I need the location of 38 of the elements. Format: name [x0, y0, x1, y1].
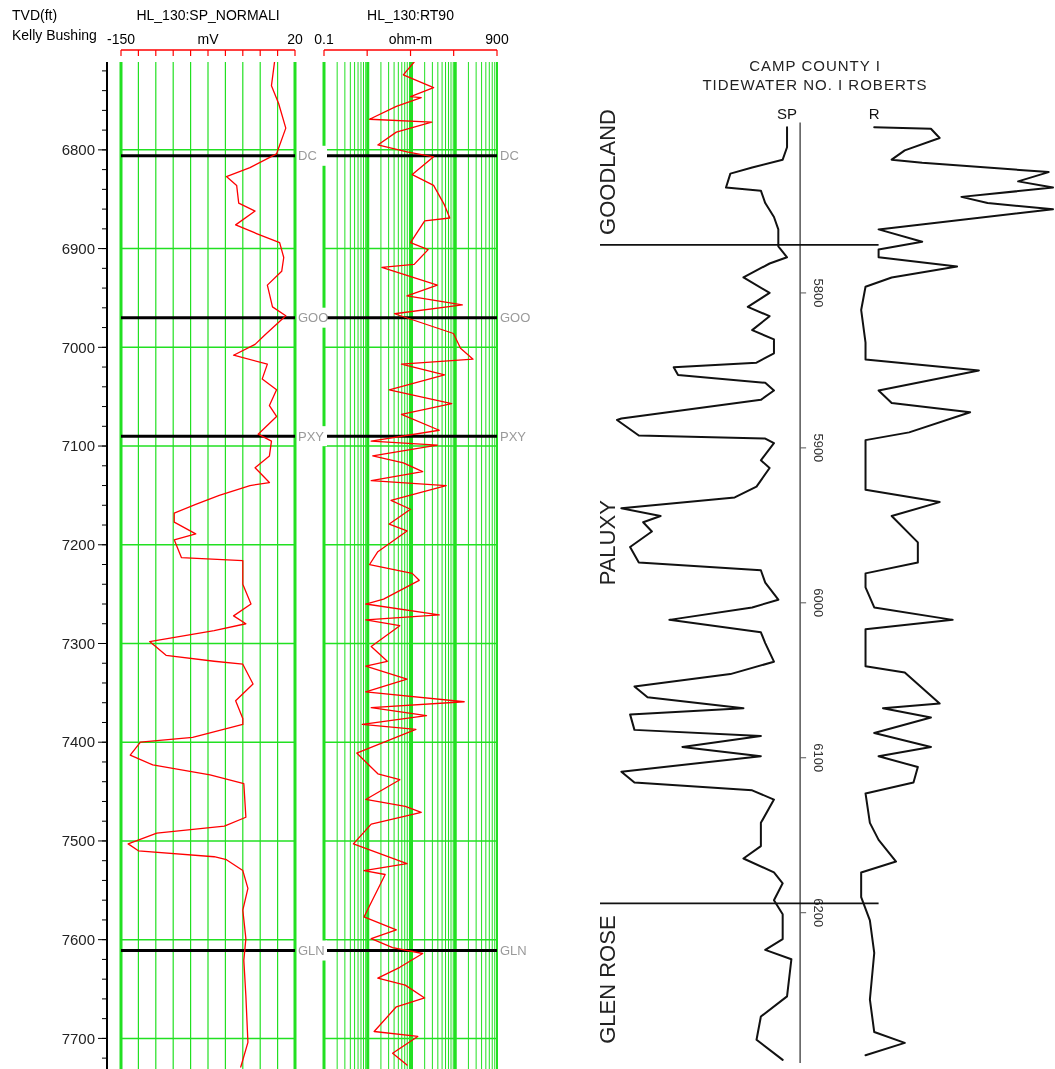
- y-tick-label: 7600: [61, 930, 95, 948]
- y-tick-label: 5800: [811, 278, 827, 308]
- series-label: SP: [777, 105, 798, 123]
- y-tick-label: 6000: [811, 588, 827, 618]
- y-tick-label: 7200: [61, 536, 95, 554]
- y-tick-label: 7100: [61, 437, 95, 455]
- ref-line-label: GLN: [298, 943, 325, 959]
- y-tick-label: 6900: [61, 239, 95, 257]
- ref-line-label: DC: [500, 148, 519, 164]
- ref-line-label: GOODLAND: [595, 108, 620, 235]
- y-tick-label: 7300: [61, 634, 95, 652]
- x-tick-label: 900: [485, 31, 509, 47]
- x-axis-title: mV: [197, 31, 220, 47]
- chart-title: CAMP COUNTY I: [749, 56, 881, 74]
- y-tick-label: 7000: [61, 338, 95, 356]
- y-tick-label: 6800: [61, 141, 95, 159]
- ref-line-label: DC: [298, 148, 317, 164]
- ref-line-label: PXY: [500, 428, 527, 444]
- series-label: R: [868, 105, 880, 123]
- chart-title: HL_130:RT90: [367, 7, 455, 23]
- y-tick-label: 5900: [811, 433, 827, 463]
- x-axis-title: ohm-m: [388, 31, 433, 47]
- x-tick-label: -150: [106, 31, 136, 47]
- ref-line-label: GOO: [500, 310, 531, 326]
- chart-subtitle: TIDEWATER NO. I ROBERTS: [702, 75, 928, 93]
- y-tick-label: 7400: [61, 733, 95, 751]
- x-tick-label: 0.1: [314, 31, 334, 47]
- ref-line-label: GLN: [500, 943, 527, 959]
- y-tick-label: 7700: [61, 1029, 95, 1047]
- x-tick-label: 20: [287, 31, 303, 47]
- y-tick-label: 7500: [61, 832, 95, 850]
- y-tick-label: 6100: [811, 743, 827, 773]
- annotation: PALUXY: [595, 499, 620, 586]
- y-axis-title: TVD(ft) Kelly Bushing: [12, 7, 97, 43]
- chart-title: HL_130:SP_NORMALI: [136, 7, 280, 23]
- ref-line-label: GOO: [298, 310, 329, 326]
- ref-line-label: PXY: [298, 428, 325, 444]
- ref-line-label: GLEN ROSE: [595, 915, 620, 1044]
